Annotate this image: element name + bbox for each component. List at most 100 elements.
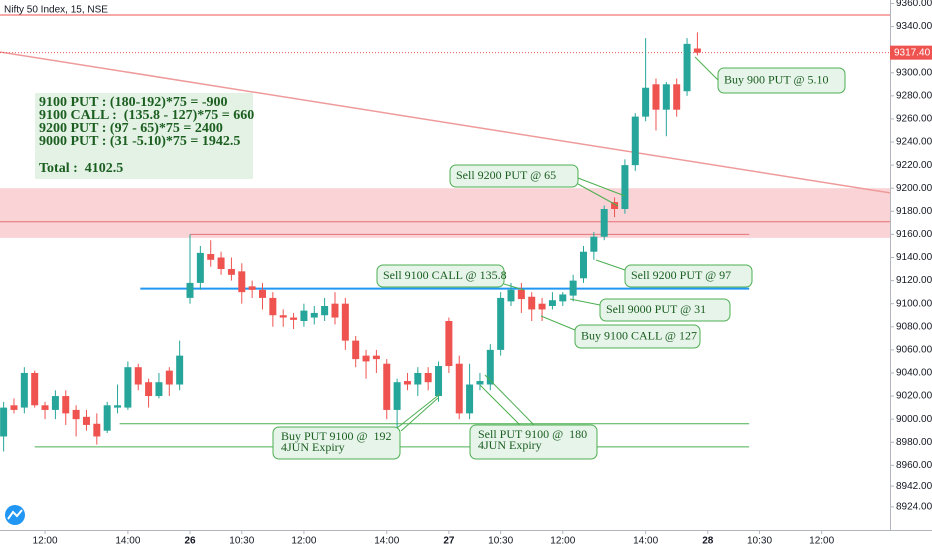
candle-body xyxy=(611,202,619,209)
candle-body xyxy=(82,416,90,425)
y-tick-label: 9060.00 xyxy=(896,345,932,356)
y-tick-label: 9160.00 xyxy=(896,229,932,240)
candle-body xyxy=(62,396,70,414)
candle-body xyxy=(621,165,629,209)
annotation-text: Buy 9100 CALL @ 127 xyxy=(581,328,697,342)
annotation-box xyxy=(717,67,846,94)
candle-body xyxy=(279,315,287,318)
callout-line xyxy=(396,393,441,429)
candle-body xyxy=(72,409,80,420)
y-tick-label: 9100.00 xyxy=(896,298,932,309)
candle-body xyxy=(579,251,587,279)
summary-line: Total : 4102.5 xyxy=(39,161,123,176)
candle-body xyxy=(590,236,598,252)
candle-body xyxy=(362,355,370,362)
y-tick-label: 9120.00 xyxy=(896,275,932,286)
annotation-text: Sell 9000 PUT @ 31 xyxy=(606,302,706,316)
plot-area xyxy=(0,14,891,452)
candle-body xyxy=(435,366,443,397)
y-tick-label: 9280.00 xyxy=(896,90,932,101)
annotation-box xyxy=(599,298,731,322)
y-tick-label: 9340.00 xyxy=(896,21,932,32)
summary-line: 9000 PUT : (31 -5.10)*75 = 1942.5 xyxy=(39,134,240,149)
y-tick-label: 9260.00 xyxy=(896,114,932,125)
x-tick-label: 14:00 xyxy=(115,536,140,547)
candle-body xyxy=(134,367,142,385)
candle-body xyxy=(652,84,660,110)
price-zone xyxy=(0,188,890,238)
x-tick-label: 27 xyxy=(443,536,455,547)
candle-body xyxy=(258,289,266,298)
annotation-box xyxy=(376,264,505,288)
callout-line xyxy=(694,56,719,81)
y-tick-label: 9080.00 xyxy=(896,321,932,332)
annotation-text: Buy 900 PUT @ 5.10 xyxy=(724,72,829,86)
y-tick-label: 8924.00 xyxy=(896,502,932,513)
candle-body xyxy=(476,381,484,385)
candle-body xyxy=(600,208,608,237)
candle-body xyxy=(321,305,329,316)
summary-line: 9100 PUT : (180-192)*75 = -900 xyxy=(39,95,228,110)
candle-body xyxy=(165,370,173,385)
candle-body xyxy=(569,280,577,296)
candle-body xyxy=(93,423,101,437)
candle-body xyxy=(445,321,453,367)
candle-body xyxy=(145,382,153,397)
y-tick-label: 9300.00 xyxy=(896,67,932,78)
candle-body xyxy=(217,257,225,270)
annotation-box xyxy=(469,424,598,460)
summary-line: 9200 PUT : (97 - 65)*75 = 2400 xyxy=(39,121,223,136)
callout-line xyxy=(577,183,619,207)
candle-body xyxy=(683,43,691,92)
callout-line xyxy=(569,298,601,306)
candle-body xyxy=(0,407,8,437)
x-tick-label: 28 xyxy=(702,536,714,547)
x-tick-label: 12:00 xyxy=(809,536,834,547)
candle-body xyxy=(662,84,670,110)
candle-body xyxy=(124,367,132,408)
candle-body xyxy=(631,116,639,166)
candle-body xyxy=(51,396,59,410)
candle-body xyxy=(414,372,422,385)
annotation-text: Sell PUT 9100 @ 180 xyxy=(478,427,587,441)
candle-body xyxy=(20,372,28,408)
candle-body xyxy=(196,252,204,283)
callout-line xyxy=(503,283,525,291)
candle-body xyxy=(548,300,556,306)
candle-body xyxy=(372,355,380,360)
trend-line xyxy=(0,51,891,194)
y-tick-label: 8980.00 xyxy=(896,437,932,448)
candle-body xyxy=(290,317,298,320)
candle-body xyxy=(528,296,536,310)
chart-title: Nifty 50 Index, 15, NSE xyxy=(4,5,108,16)
candle-body xyxy=(207,254,215,260)
candle-body xyxy=(300,310,308,322)
annotation-box xyxy=(272,426,401,460)
candle-body xyxy=(673,84,681,110)
candle-body xyxy=(538,303,546,310)
callout-line xyxy=(595,259,626,271)
y-tick-label: 9220.00 xyxy=(896,160,932,171)
candle-body xyxy=(383,363,391,410)
candle-body xyxy=(103,405,111,431)
candle-body xyxy=(155,382,163,397)
candle-body xyxy=(393,382,401,410)
x-tick-label: 26 xyxy=(184,536,196,547)
candle-body xyxy=(466,384,474,414)
y-tick-label: 9000.00 xyxy=(896,414,932,425)
annotation-text: Buy PUT 9100 @ 192 xyxy=(281,429,392,443)
callout-line xyxy=(577,177,626,197)
x-tick-label: 14:00 xyxy=(374,536,399,547)
annotation-box xyxy=(624,264,753,288)
logo xyxy=(5,505,25,525)
candle-body xyxy=(642,87,650,117)
x-tick-label: 12:00 xyxy=(550,536,575,547)
candle-body xyxy=(331,303,339,318)
annotation-box xyxy=(449,164,579,188)
x-tick-label: 14:00 xyxy=(633,536,658,547)
x-tick-label: 10:30 xyxy=(488,536,513,547)
last-price-label: 9317.40 xyxy=(894,47,931,58)
candle-body xyxy=(497,297,505,350)
